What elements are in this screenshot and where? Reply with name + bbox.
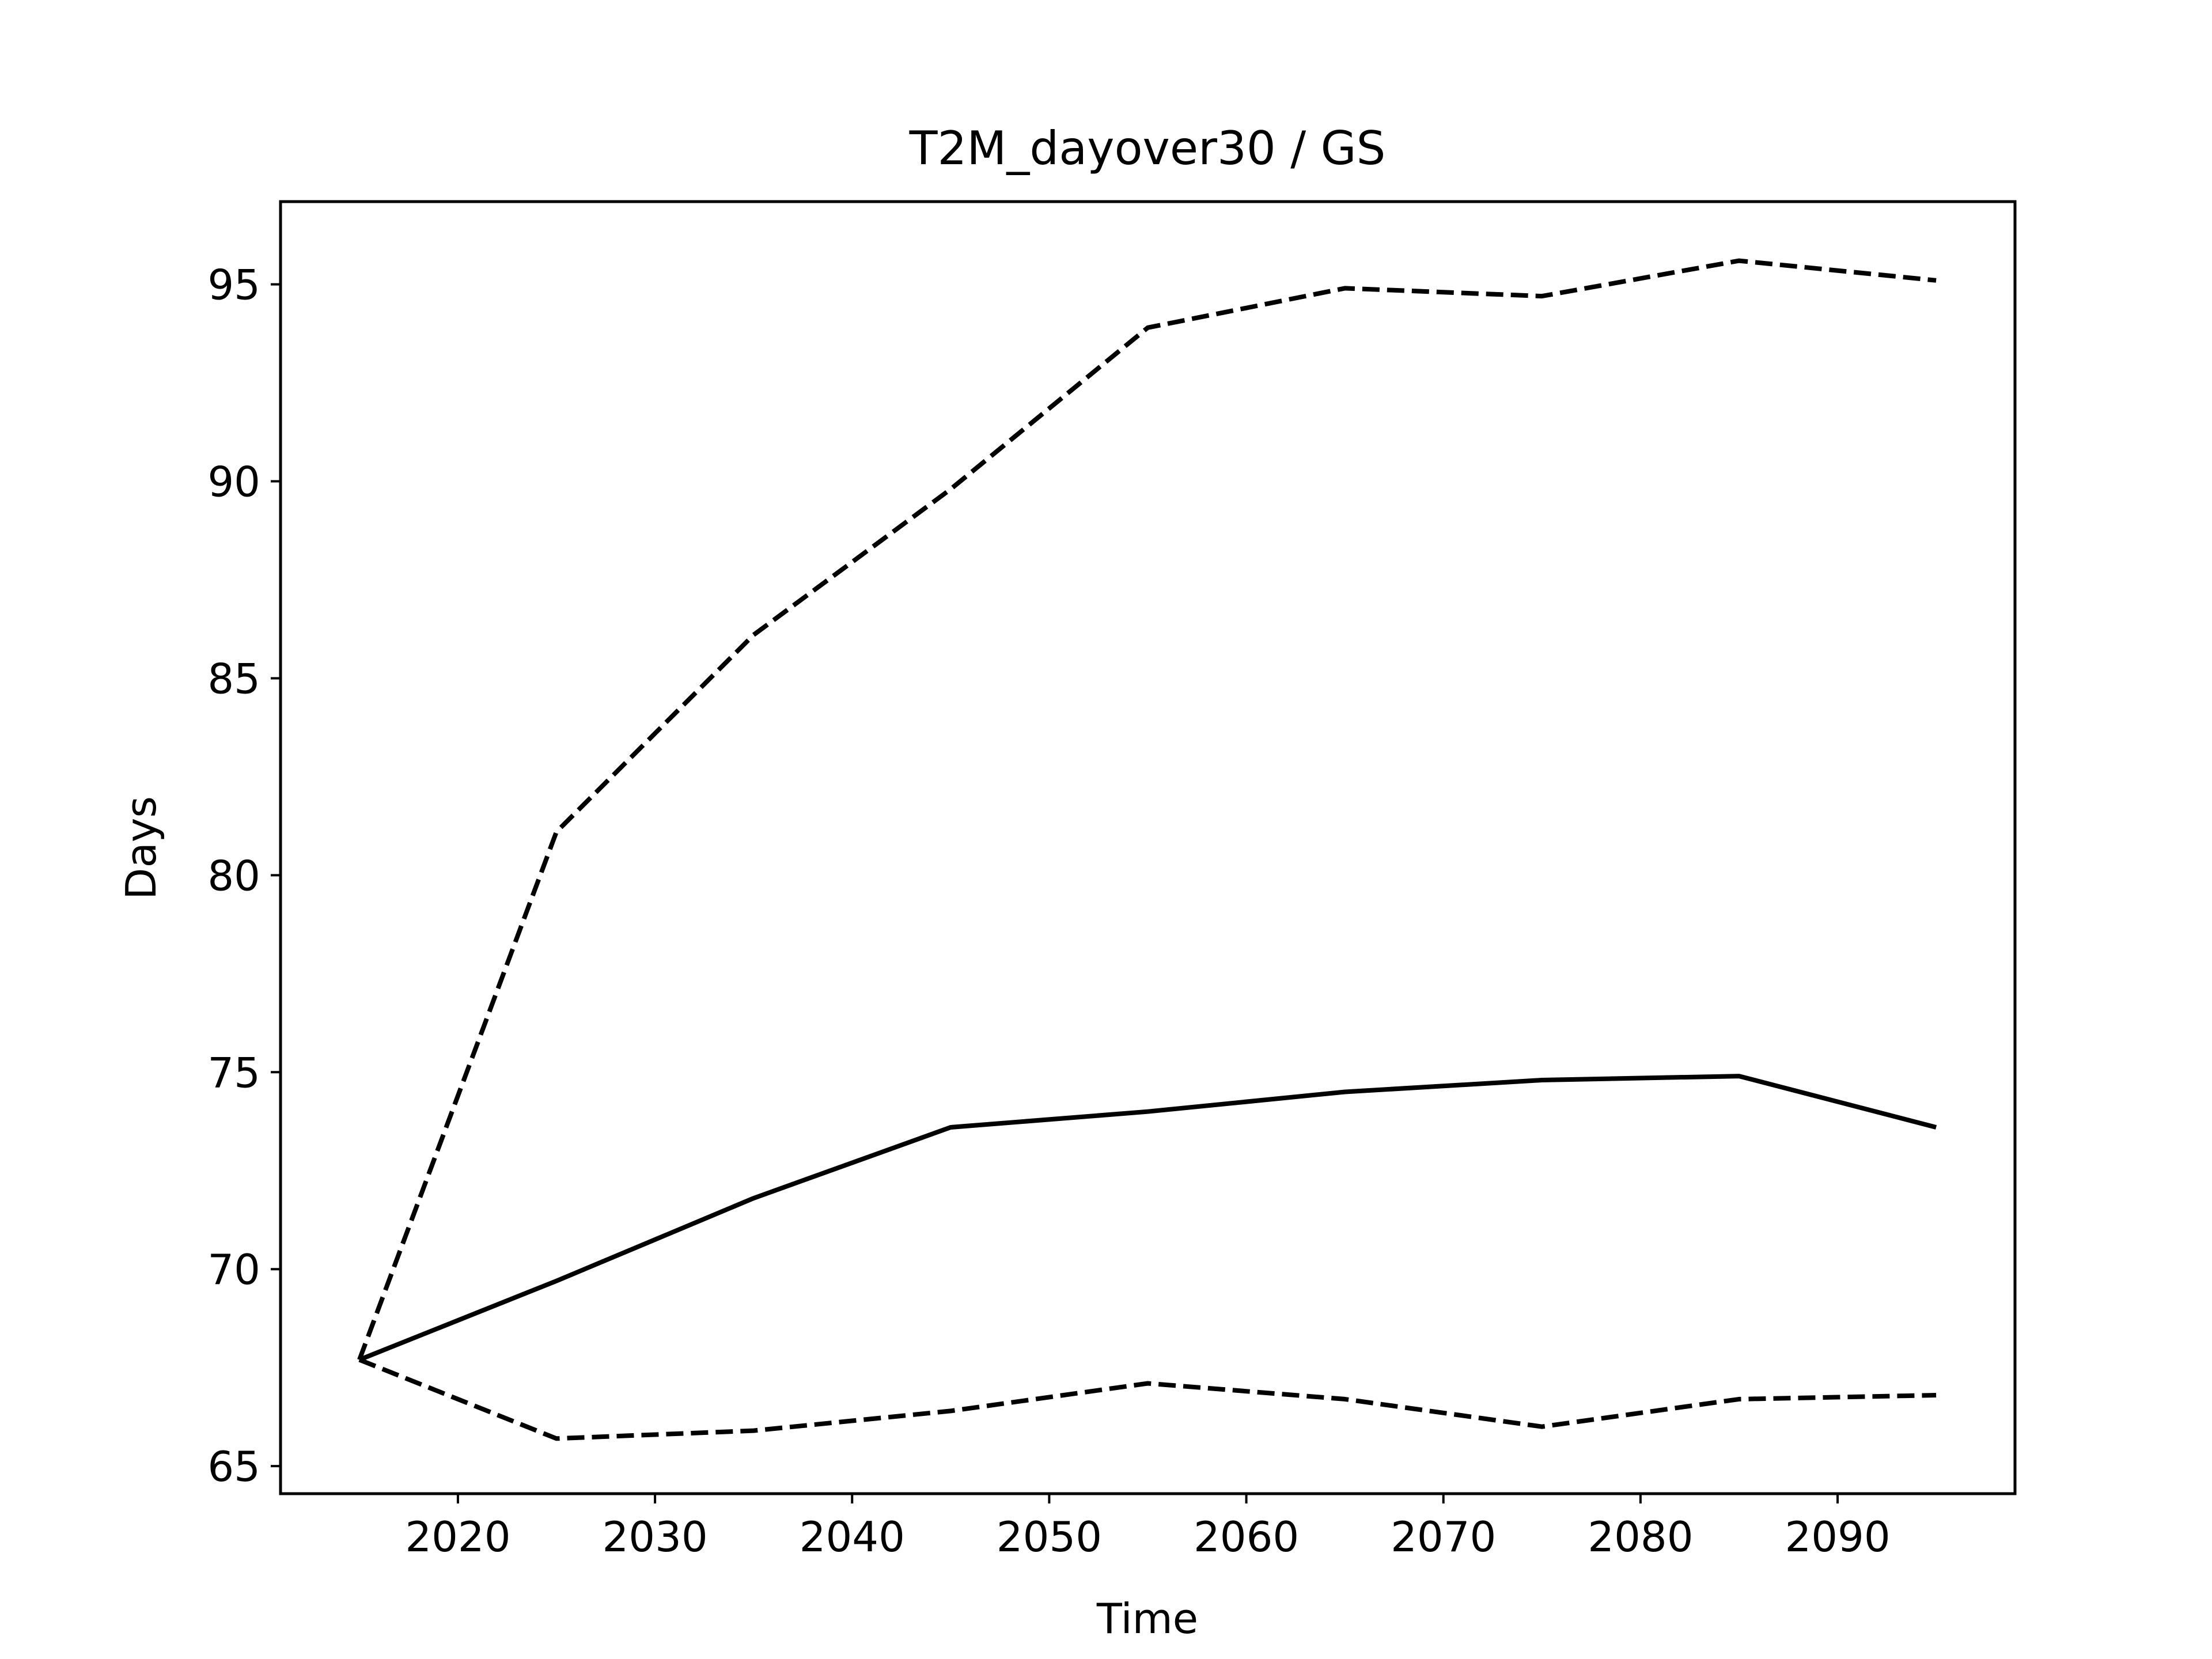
x-tick-label: 2020: [405, 1513, 510, 1561]
plot-frame: [279, 200, 2017, 1495]
y-axis: 65 70 75 80 85 90 95: [207, 261, 281, 1491]
chart-title: T2M_dayover30 / GS: [909, 122, 1386, 175]
x-tick-label: 2060: [1194, 1513, 1299, 1561]
x-tick-label: 2040: [800, 1513, 905, 1561]
y-tick-label: 80: [207, 851, 260, 900]
y-tick-label: 95: [207, 261, 260, 309]
y-tick-label: 75: [207, 1048, 260, 1097]
series-line-1: [357, 258, 1937, 1361]
x-tick-label: 2030: [602, 1513, 707, 1561]
x-axis-label: Time: [1096, 1594, 1198, 1643]
x-tick-label: 2050: [997, 1513, 1102, 1561]
plot-area: [357, 258, 1937, 1441]
y-tick-label: 90: [207, 458, 260, 506]
x-tick-label: 2070: [1391, 1513, 1496, 1561]
y-tick-label: 65: [207, 1442, 260, 1491]
x-tick-label: 2090: [1785, 1513, 1890, 1561]
x-axis: 2020 2030 2040 2050 2060 2070 2080 2090: [405, 1494, 1891, 1561]
y-tick-label: 70: [207, 1245, 260, 1294]
series-line-2: [358, 1074, 1937, 1362]
series-line-3: [358, 1357, 1937, 1441]
y-axis-label: Days: [117, 796, 165, 900]
x-tick-label: 2080: [1588, 1513, 1693, 1561]
y-tick-label: 85: [207, 654, 260, 703]
